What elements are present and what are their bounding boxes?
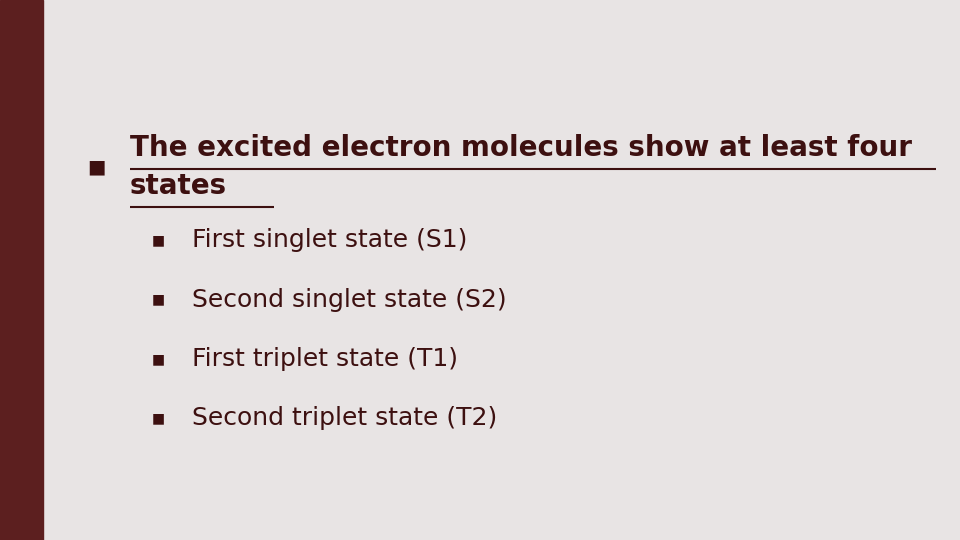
Text: Second triplet state (T2): Second triplet state (T2) bbox=[192, 407, 497, 430]
Text: ■: ■ bbox=[152, 233, 165, 247]
Text: ■: ■ bbox=[152, 293, 165, 307]
Text: The excited electron molecules show at least four: The excited electron molecules show at l… bbox=[130, 134, 912, 163]
Bar bbox=[0, 0, 43, 540]
Text: Second singlet state (S2): Second singlet state (S2) bbox=[192, 288, 507, 312]
Text: ■: ■ bbox=[152, 411, 165, 426]
Text: ■: ■ bbox=[86, 158, 106, 177]
Text: First singlet state (S1): First singlet state (S1) bbox=[192, 228, 468, 252]
Text: ■: ■ bbox=[152, 352, 165, 366]
Text: First triplet state (T1): First triplet state (T1) bbox=[192, 347, 458, 371]
Text: states: states bbox=[130, 172, 227, 200]
